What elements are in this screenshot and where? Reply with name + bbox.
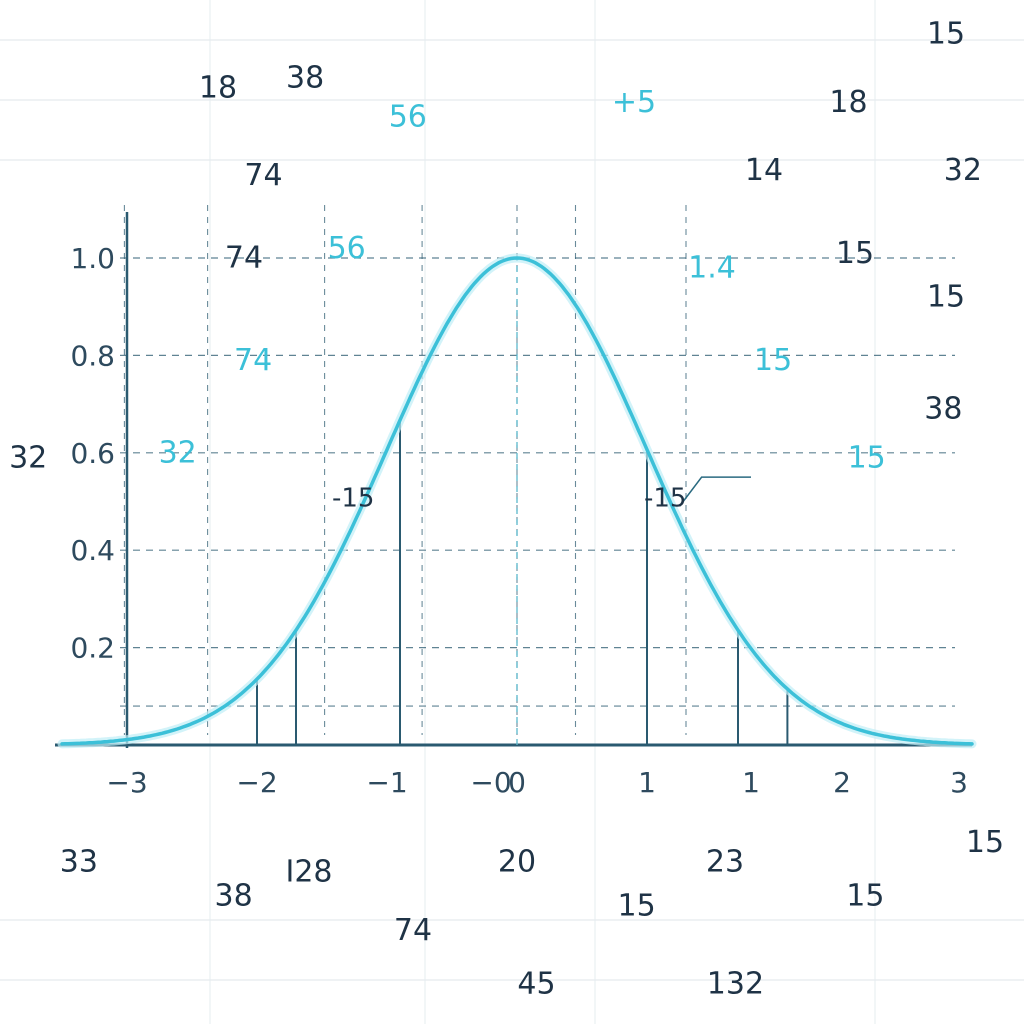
annotation-label: 32	[9, 440, 47, 475]
annotation-label: 38	[215, 879, 253, 914]
gaussian-curve	[60, 256, 974, 746]
annotation-label: 74	[394, 913, 432, 948]
y-tick-label: 1.0	[70, 242, 115, 275]
x-tick-label: 0	[508, 766, 526, 799]
annotation-label: -15	[644, 483, 686, 513]
horizontal-gridlines	[120, 257, 955, 707]
y-tick-label: 0.6	[70, 437, 115, 470]
annotation-label: 38	[286, 61, 324, 96]
annotation-label: 15	[618, 888, 656, 923]
annotation-label: -15	[332, 483, 374, 513]
x-tick-label: 1	[638, 766, 656, 799]
annotation-label: 18	[829, 85, 867, 120]
annotation-label: 15	[754, 343, 792, 378]
annotation-label: 132	[707, 966, 764, 1001]
x-tick-label: 1	[742, 766, 760, 799]
annotation-label: 20	[498, 845, 536, 880]
annotation-label: 33	[60, 845, 98, 880]
annotation-label: 74	[234, 343, 272, 378]
annotation-label: 15	[966, 825, 1004, 860]
annotation-label: 74	[244, 158, 282, 193]
annotation-label: 15	[848, 440, 886, 475]
annotation-label: 32	[944, 153, 982, 188]
tick-labels: 0.2 0.4 0.6 0.8 1.0 −3 −2 −1 −00 1 1 2 3	[70, 242, 967, 799]
vertical-gridlines	[123, 205, 687, 735]
annotation-label: 38	[924, 392, 962, 427]
annotations: 321045192235811619328215183856+518741432…	[9, 17, 1004, 1002]
annotation-label: 56	[328, 231, 366, 266]
annotation-label: I28	[285, 854, 332, 889]
annotation-label: 23	[706, 845, 744, 880]
annotation-label: 18	[199, 70, 237, 105]
curve-layer	[57, 253, 977, 749]
annotation-label: 14	[745, 153, 783, 188]
annotation-label: 1.4	[688, 250, 736, 285]
annotation-label: 56	[389, 100, 427, 135]
annotation-label: 15	[836, 236, 874, 271]
x-tick-label: −2	[236, 766, 277, 799]
x-tick-label: −0	[470, 766, 511, 799]
x-tick-label: −1	[366, 766, 407, 799]
vertical-markers	[256, 258, 789, 745]
annotation-label: 32	[159, 436, 197, 471]
y-tick-label: 0.2	[70, 632, 115, 665]
leader-line	[678, 476, 751, 507]
annotation-label: 15	[927, 17, 965, 52]
annotation-label: 74	[225, 241, 263, 276]
annotation-label: 15	[927, 280, 965, 315]
x-tick-label: −3	[106, 766, 147, 799]
annotation-label: 45	[517, 966, 555, 1001]
annotation-label: 15	[846, 879, 884, 914]
x-tick-label: 2	[833, 766, 851, 799]
axes	[55, 212, 972, 748]
y-tick-label: 0.4	[70, 534, 115, 567]
y-tick-label: 0.8	[70, 339, 115, 372]
annotation-label: +5	[612, 85, 656, 120]
x-tick-label: 3	[950, 766, 968, 799]
